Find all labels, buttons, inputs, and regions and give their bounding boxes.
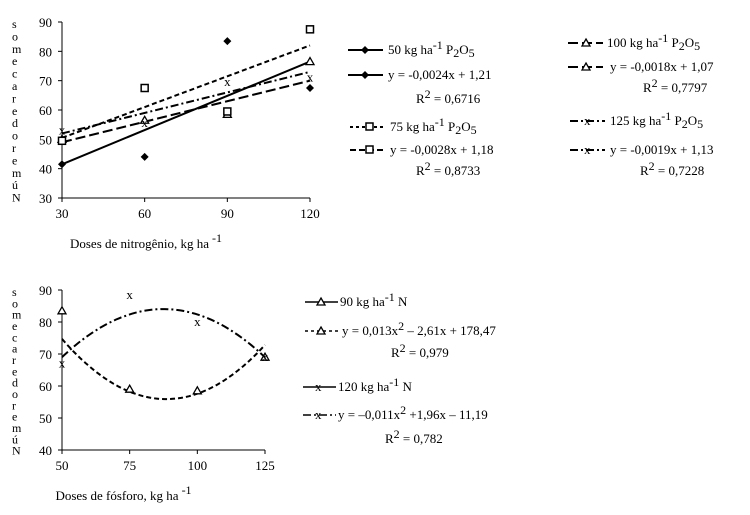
data-point-x: x <box>262 349 269 364</box>
fit-line <box>61 70 311 135</box>
x-tick-label: 60 <box>138 206 151 221</box>
data-point-x: x <box>141 115 148 130</box>
legend-label: 50 kg ha-1 P2O5 <box>388 38 475 60</box>
legend-marker-x: x <box>584 113 591 128</box>
chart-phosphorus: 40 50 60 70 80 90 50 75 100 125 s o m e c a r e d o r e m ú N Dos… <box>12 283 275 503</box>
y-tick-label: 80 <box>39 315 52 330</box>
fit-curve <box>61 338 266 401</box>
y-tick-label: 40 <box>39 443 52 458</box>
x-tick-label: 120 <box>300 206 320 221</box>
series-0 <box>56 305 271 401</box>
legend-equation: y = –0,011x2 +1,96x – 11,19 <box>338 403 488 422</box>
y-tick-label: 90 <box>39 283 52 298</box>
legend-equation: y = -0,0019x + 1,13 <box>610 142 714 157</box>
legend-marker-triangle <box>315 325 327 335</box>
data-point-triangle <box>192 385 203 395</box>
legend-r2: R2 = 0,979 <box>391 341 449 360</box>
legend-equation: y = -0,0018x + 1,07 <box>610 59 714 74</box>
data-point-triangle <box>139 114 150 124</box>
chart-nitrogen: 30 40 50 60 70 80 90 30 60 90 120 s o m e c a r e d o r e m ú N Do… <box>12 15 320 251</box>
series-0 <box>58 37 314 169</box>
legend-marker-triangle <box>315 296 327 306</box>
legend-r2: R2 = 0,782 <box>385 427 443 446</box>
legend-marker-diamond <box>361 46 369 54</box>
legend-r2: R2 = 0,7228 <box>640 159 704 178</box>
x-tick-label: 90 <box>221 206 234 221</box>
y-tick-label: 50 <box>39 132 52 147</box>
legend-label: 75 kg ha-1 P2O5 <box>390 115 477 137</box>
fit-line <box>61 60 311 166</box>
legend-marker-x: x <box>315 379 322 394</box>
legend-r2: R2 = 0,8733 <box>416 159 480 178</box>
series-2 <box>57 25 315 146</box>
data-point-x: x <box>307 70 314 85</box>
legend-item-125-p2o5: x 125 kg ha-1 P2O5 x y = -0,0019x + 1,13… <box>570 109 714 178</box>
data-point-diamond <box>58 160 66 169</box>
legend-label: 90 kg ha-1 N <box>340 290 408 309</box>
legend-marker-x: x <box>315 407 322 422</box>
data-point-square <box>305 25 315 34</box>
x-tick-label: 100 <box>188 458 208 473</box>
data-point-triangle <box>304 56 316 66</box>
legend-marker-triangle <box>580 37 592 47</box>
series-1: x x x x <box>59 287 269 371</box>
y-tick-label: 90 <box>39 15 52 30</box>
legend-equation: y = 0,013x2 – 2,61x + 178,47 <box>342 319 496 338</box>
data-point-x: x <box>59 356 66 371</box>
data-point-triangle <box>56 305 68 315</box>
legend-phosphorus-chart: 90 kg ha-1 N y = 0,013x2 – 2,61x + 178,4… <box>303 290 496 446</box>
legend-r2: R2 = 0,6716 <box>416 87 481 106</box>
legend-r2: R2 = 0,7797 <box>643 76 708 95</box>
legend-item-50-p2o5: 50 kg ha-1 P2O5 y = -0,0024x + 1,21 R2 =… <box>348 38 492 106</box>
data-point-diamond <box>140 152 149 161</box>
y-tick-label: 30 <box>39 191 52 206</box>
x-axis-label: Doses de nitrogênio, kg ha -1 <box>70 231 222 251</box>
data-point-triangle <box>124 383 135 393</box>
data-point-square <box>223 107 232 116</box>
legend-item-75-p2o5: 75 kg ha-1 P2O5 y = -0,0028x + 1,18 R2 =… <box>350 115 494 178</box>
legend-item-90-n: 90 kg ha-1 N y = 0,013x2 – 2,61x + 178,4… <box>305 290 496 360</box>
legend-equation: y = -0,0028x + 1,18 <box>390 142 494 157</box>
legend-equation: y = -0,0024x + 1,21 <box>388 67 492 82</box>
data-point-x: x <box>194 314 201 329</box>
data-point-x: x <box>59 123 66 138</box>
legend-marker-square <box>365 122 374 131</box>
y-tick-label: 70 <box>39 74 52 89</box>
legend-item-120-n: x 120 kg ha-1 N x y = –0,011x2 +1,96x – … <box>303 375 488 446</box>
data-point-square <box>57 136 67 146</box>
y-tick-label: 60 <box>39 379 52 394</box>
y-tick-label: 40 <box>39 162 52 177</box>
series-1 <box>56 56 316 144</box>
y-tick-label: 60 <box>39 103 52 118</box>
fit-curve <box>61 308 266 359</box>
fit-line <box>61 44 311 139</box>
legend-label: 120 kg ha-1 N <box>338 375 413 394</box>
x-tick-label: 30 <box>56 206 69 221</box>
x-tick-label: 75 <box>123 458 136 473</box>
y-tick-label: 70 <box>39 347 52 362</box>
x-tick-label: 50 <box>56 458 69 473</box>
legend-marker-x: x <box>584 142 591 157</box>
data-point-diamond <box>306 84 314 92</box>
x-tick-label: 125 <box>255 458 275 473</box>
y-tick-label: 80 <box>39 44 52 59</box>
legend-item-100-p2o5: 100 kg ha-1 P2O5 y = -0,0018x + 1,07 R2 … <box>568 31 714 95</box>
data-point-x: x <box>224 74 231 89</box>
legend-marker-square <box>365 145 374 154</box>
legend-nitrogen-chart: 50 kg ha-1 P2O5 y = -0,0024x + 1,21 R2 =… <box>348 31 714 178</box>
legend-marker-triangle <box>580 61 592 71</box>
legend-label: 125 kg ha-1 P2O5 <box>610 109 703 131</box>
legend-label: 100 kg ha-1 P2O5 <box>607 31 700 53</box>
series-3: x x x x <box>59 70 314 138</box>
data-point-square <box>140 83 149 93</box>
y-tick-label: 50 <box>39 411 52 426</box>
fit-line <box>61 79 311 144</box>
data-point-x: x <box>126 287 133 302</box>
x-axis-label: Doses de fósforo, kg ha -1 <box>55 483 191 503</box>
data-point-diamond <box>223 37 232 46</box>
legend-marker-diamond <box>361 71 369 79</box>
